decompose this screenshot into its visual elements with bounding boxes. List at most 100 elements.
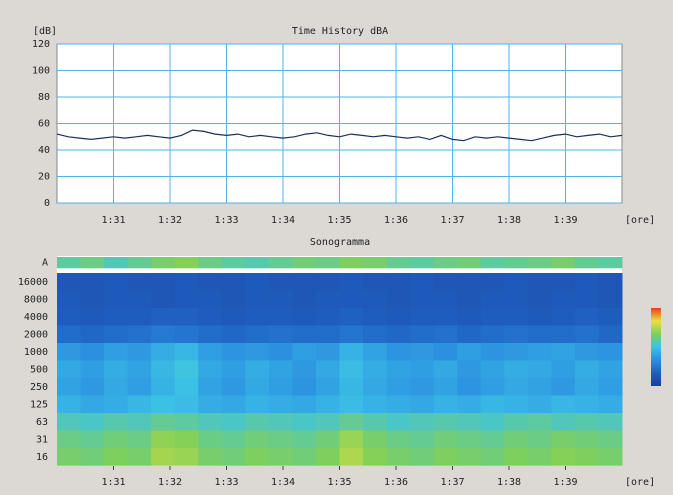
heatmap-cell [128, 308, 152, 326]
heatmap-cell [598, 273, 622, 291]
heatmap-cell [457, 361, 481, 379]
heatmap-cell [104, 308, 128, 326]
x-tick-label: 1:36 [384, 215, 408, 226]
x-tick-label: 1:31 [101, 477, 125, 488]
heatmap-cell [457, 396, 481, 414]
heatmap-cell [387, 413, 411, 431]
chart: [dB] Time History dBA [ore] Sonogramma [… [0, 0, 673, 495]
heatmap-cell [410, 413, 434, 431]
heatmap-cell [481, 257, 505, 268]
heatmap-cell [175, 378, 199, 396]
x-unit: [ore] [625, 215, 655, 226]
heatmap-cell [151, 308, 175, 326]
heatmap-cell [175, 257, 199, 268]
heatmap-cell [481, 308, 505, 326]
heatmap-cell [363, 448, 387, 466]
y-tick-label: 120 [32, 39, 50, 50]
heatmap-cell [269, 326, 293, 344]
heatmap-cell [598, 343, 622, 361]
y-category-label: 31 [36, 434, 48, 445]
heatmap-cell [387, 343, 411, 361]
heatmap-cell [457, 308, 481, 326]
heatmap-cell [81, 413, 105, 431]
heatmap-cell [222, 273, 246, 291]
heatmap-cell [528, 291, 552, 309]
heatmap-cell [387, 291, 411, 309]
heatmap-cell [245, 273, 269, 291]
heatmap-cell [340, 273, 364, 291]
heatmap-cell [387, 396, 411, 414]
heatmap-cell [57, 343, 81, 361]
heatmap-cell [292, 343, 316, 361]
heatmap-cell [151, 378, 175, 396]
heatmap-cell [457, 413, 481, 431]
heatmap-cell [551, 343, 575, 361]
y-category-label: 1000 [24, 347, 48, 358]
heatmap-cell [598, 448, 622, 466]
heatmap-cell [528, 448, 552, 466]
heatmap-cell [222, 326, 246, 344]
heatmap-cell [481, 448, 505, 466]
heatmap-cell [434, 448, 458, 466]
heatmap-cell [410, 308, 434, 326]
heatmap-cell [292, 448, 316, 466]
heatmap-cell [175, 431, 199, 449]
y-category-label: 500 [30, 364, 48, 375]
heatmap-cell [104, 448, 128, 466]
y-category-label: 2000 [24, 329, 48, 340]
heatmap-cell [128, 396, 152, 414]
heatmap-cell [481, 431, 505, 449]
heatmap-cell [528, 326, 552, 344]
heatmap-cell [128, 291, 152, 309]
y-tick-label: 40 [38, 145, 50, 156]
heatmap-cell [363, 343, 387, 361]
heatmap-cell [528, 343, 552, 361]
heatmap-cell [175, 448, 199, 466]
heatmap-cell [434, 413, 458, 431]
heatmap-cell [410, 273, 434, 291]
heatmap-cell [363, 361, 387, 379]
heatmap-cell [269, 308, 293, 326]
heatmap-cell [551, 448, 575, 466]
heatmap-cell [151, 431, 175, 449]
y-tick-label: 20 [38, 172, 50, 183]
heatmap-cell [340, 431, 364, 449]
heatmap-cell [245, 361, 269, 379]
heatmap-cell [387, 378, 411, 396]
heatmap-cell [481, 378, 505, 396]
heatmap-cell [57, 291, 81, 309]
heatmap-cell [410, 257, 434, 268]
y-category-label: 125 [30, 399, 48, 410]
heatmap-cell [222, 448, 246, 466]
heatmap-cell [340, 291, 364, 309]
heatmap-cell [292, 361, 316, 379]
heatmap-cell [575, 431, 599, 449]
heatmap-cell [340, 448, 364, 466]
heatmap-cell [292, 326, 316, 344]
heatmap-cell [316, 448, 340, 466]
heatmap-cell [575, 257, 599, 268]
heatmap-cell [222, 413, 246, 431]
heatmap-cell [104, 431, 128, 449]
heatmap-cell [175, 291, 199, 309]
heatmap-cell [598, 396, 622, 414]
heatmap-cell [434, 343, 458, 361]
heatmap-cell [292, 378, 316, 396]
heatmap-cell [57, 431, 81, 449]
heatmap-cell [481, 273, 505, 291]
x-tick-label: 1:33 [214, 477, 238, 488]
heatmap-cell [81, 308, 105, 326]
heatmap-cell [151, 326, 175, 344]
heatmap-cell [434, 431, 458, 449]
heatmap-cell [104, 361, 128, 379]
x-tick-label: 1:35 [327, 477, 351, 488]
heatmap-cell [151, 413, 175, 431]
heatmap-cell [104, 273, 128, 291]
y-unit: [dB] [33, 26, 57, 37]
heatmap-cell [387, 308, 411, 326]
heatmap-cell [128, 448, 152, 466]
x-tick-label: 1:32 [158, 477, 182, 488]
heatmap-cell [481, 361, 505, 379]
heatmap-cell [198, 257, 222, 268]
heatmap-cell [81, 361, 105, 379]
